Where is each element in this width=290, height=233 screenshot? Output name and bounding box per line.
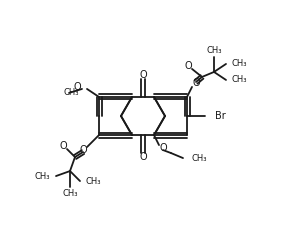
Text: O: O [139, 152, 147, 162]
Text: O: O [59, 141, 67, 151]
Text: O: O [159, 143, 167, 153]
Text: CH₃: CH₃ [63, 89, 79, 97]
Text: CH₃: CH₃ [191, 154, 206, 163]
Text: O: O [192, 78, 200, 88]
Text: O: O [73, 82, 81, 92]
Text: CH₃: CH₃ [62, 188, 78, 198]
Text: Br: Br [215, 111, 226, 121]
Text: O: O [79, 145, 87, 155]
Text: CH₃: CH₃ [35, 171, 50, 181]
Text: O: O [139, 70, 147, 80]
Text: CH₃: CH₃ [232, 59, 247, 69]
Text: O: O [184, 61, 192, 71]
Text: CH₃: CH₃ [206, 46, 222, 55]
Text: CH₃: CH₃ [86, 177, 102, 185]
Text: CH₃: CH₃ [232, 75, 247, 84]
